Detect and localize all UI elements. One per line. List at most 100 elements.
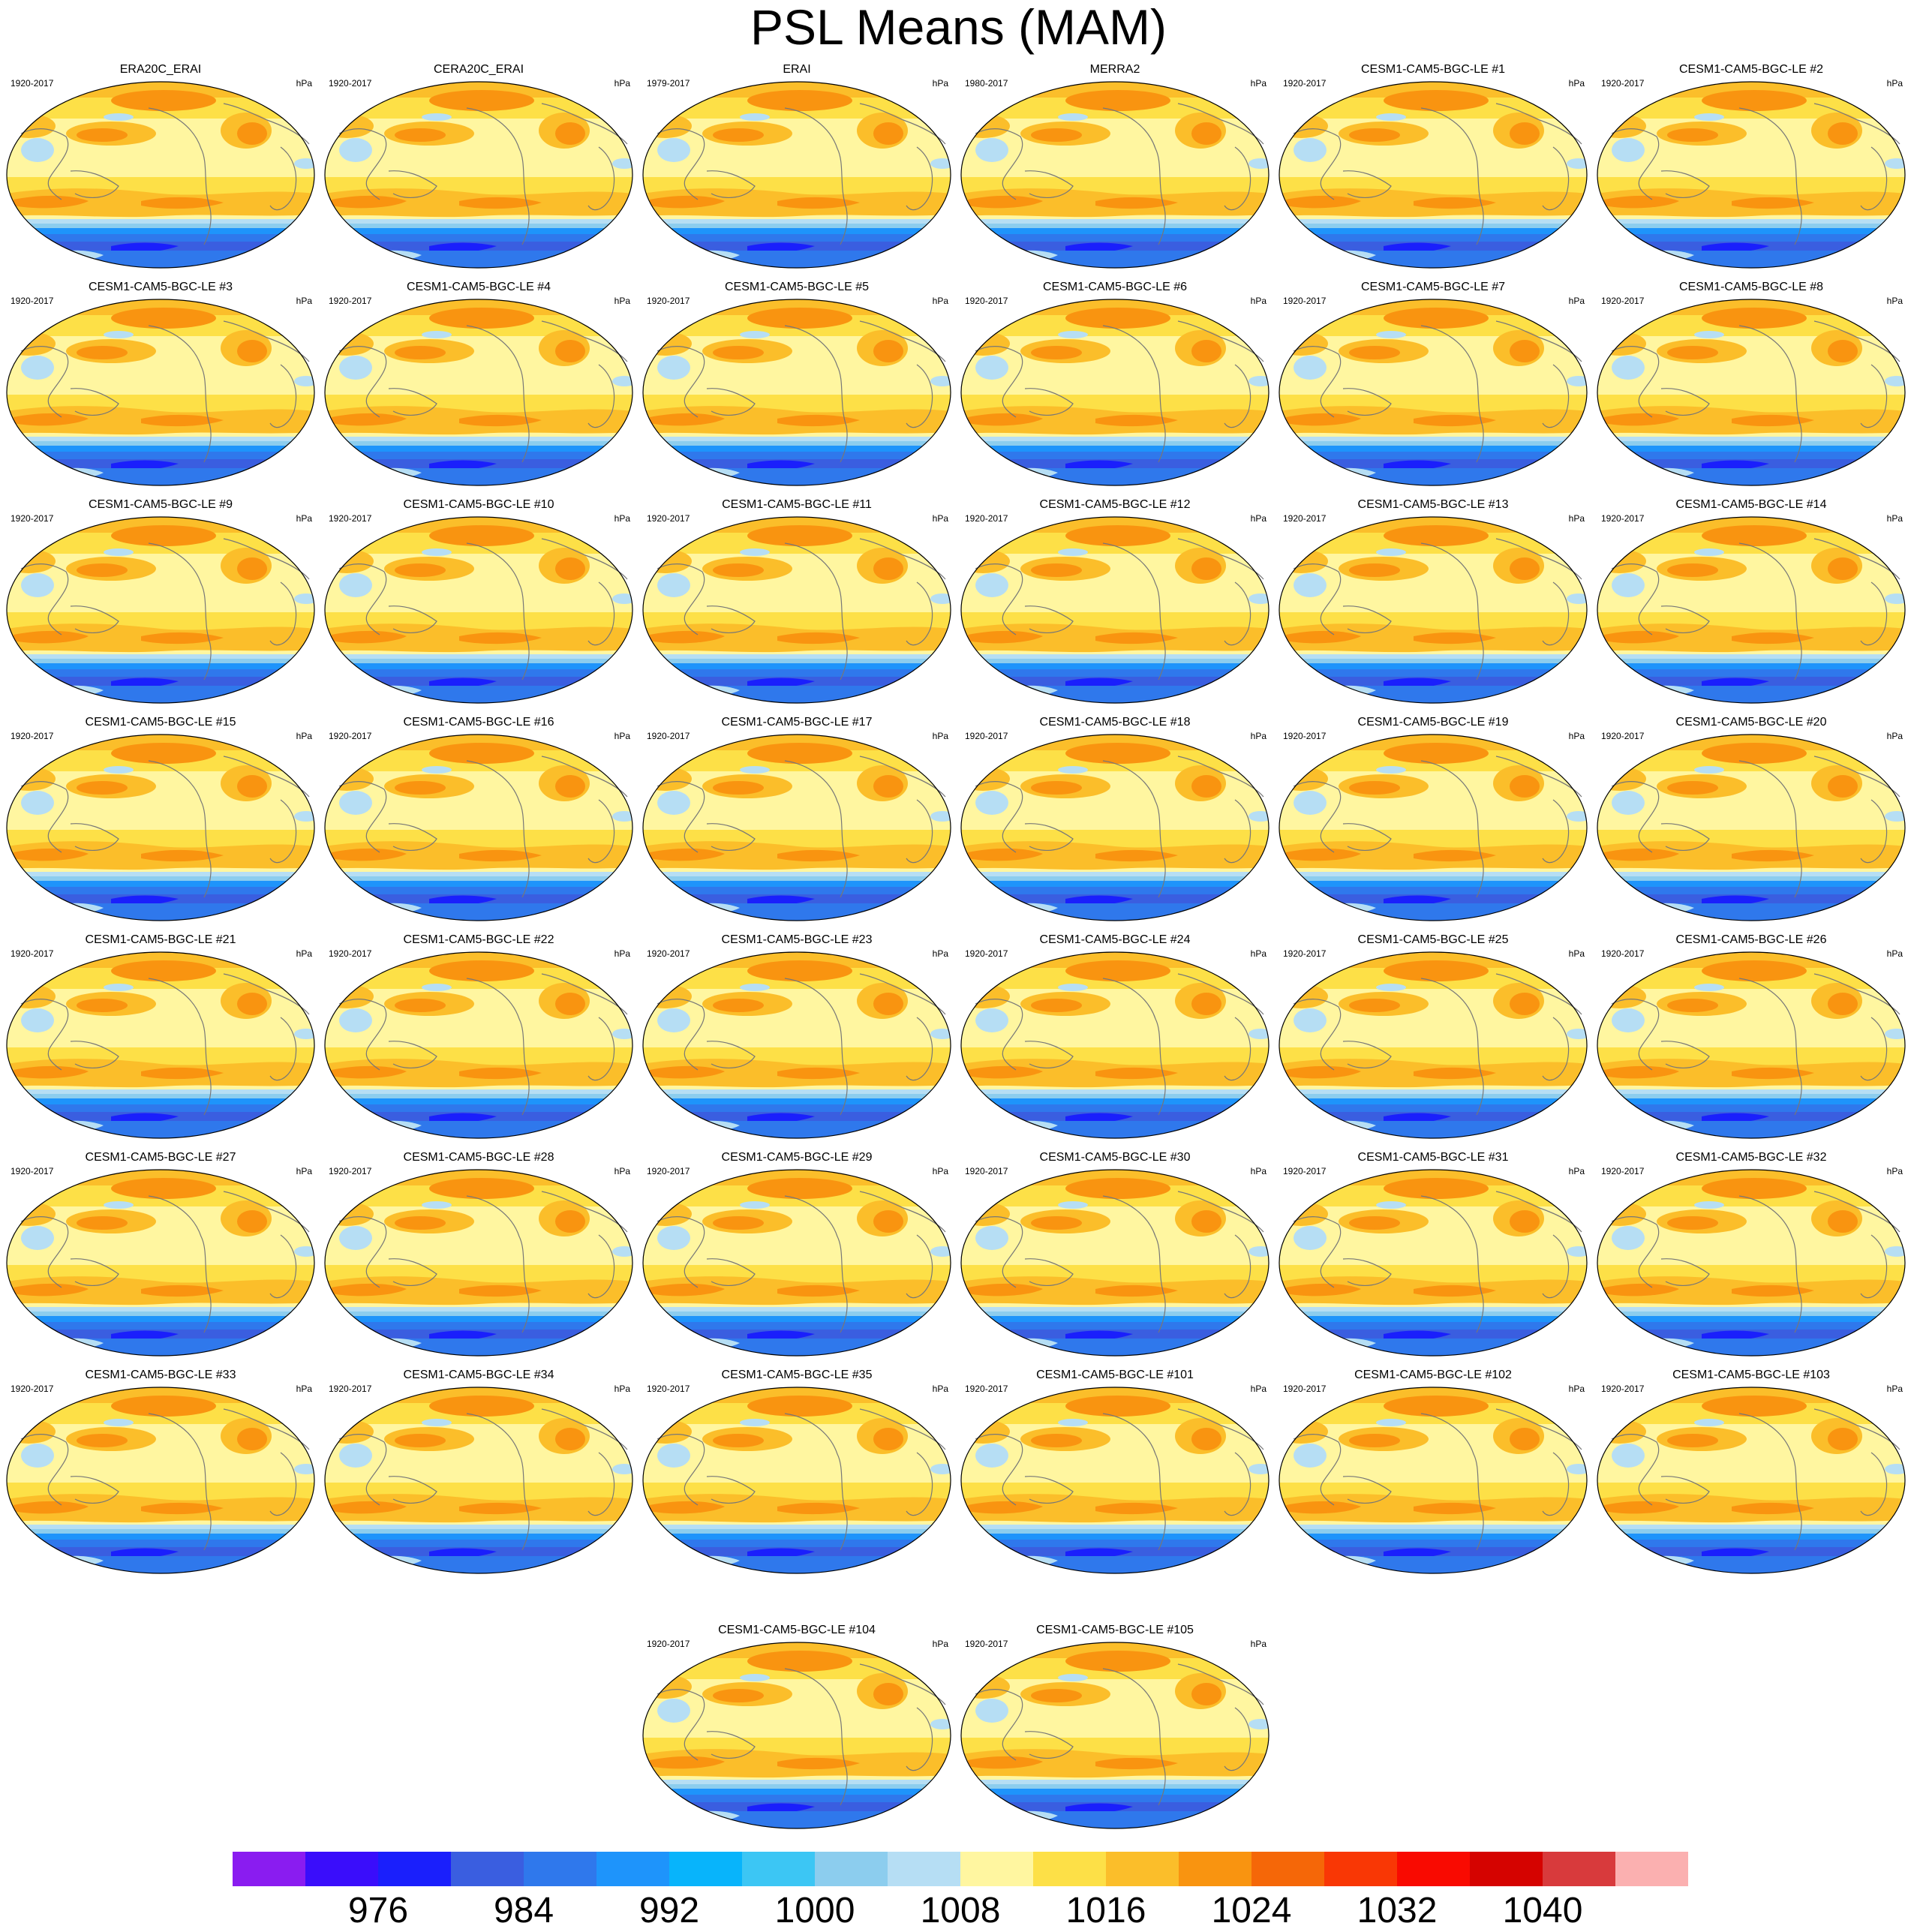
panel-years: 1920-2017 [965,1384,1008,1394]
panel-units: hPa [1250,1384,1266,1394]
panel-title: CESM1-CAM5-BGC-LE #15 [85,716,236,729]
psl-map [6,516,315,704]
colorbar-swatch [1397,1852,1470,1886]
panel-years: 1920-2017 [647,1384,690,1394]
panel-title: CESM1-CAM5-BGC-LE #2 [1678,63,1824,76]
panel-title: CESM1-CAM5-BGC-LE #13 [1357,498,1509,511]
panel-units: hPa [296,296,312,306]
psl-map [960,1169,1269,1357]
colorbar-tick-label: 976 [347,1891,409,1930]
map-panel: CESM1-CAM5-BGC-LE #27 1920-2017 hPa [3,1143,318,1361]
psl-map [642,1642,951,1829]
panel-units: hPa [1568,731,1585,741]
colorbar-swatch [815,1852,888,1886]
map-panel: CESM1-CAM5-BGC-LE #104 1920-2017 hPa [639,1616,954,1834]
map-panel: ERAI 1979-2017 hPa [639,56,954,273]
panel-units: hPa [932,731,948,741]
panel-years: 1920-2017 [647,1166,690,1176]
psl-map [642,516,951,704]
panel-years: 1920-2017 [647,1639,690,1649]
panel-title: CESM1-CAM5-BGC-LE #10 [403,498,554,511]
map-panel: CESM1-CAM5-BGC-LE #8 1920-2017 hPa [1594,273,1909,491]
panel-years: 1920-2017 [965,1166,1008,1176]
psl-map [960,734,1269,921]
map-panel: CESM1-CAM5-BGC-LE #4 1920-2017 hPa [321,273,636,491]
map-panel: CESM1-CAM5-BGC-LE #15 1920-2017 hPa [3,708,318,926]
psl-map [960,81,1269,269]
panel-units: hPa [614,296,630,306]
map-panel: CESM1-CAM5-BGC-LE #35 1920-2017 hPa [639,1361,954,1579]
panel-units: hPa [1568,513,1585,524]
colorbar-swatch [451,1852,524,1886]
panel-years: 1920-2017 [1283,1384,1327,1394]
panel-title: CESM1-CAM5-BGC-LE #12 [1039,498,1191,511]
colorbar-tick-label: 1040 [1502,1891,1583,1930]
psl-map [1597,1387,1906,1574]
map-panel: CESM1-CAM5-BGC-LE #28 1920-2017 hPa [321,1143,636,1361]
psl-map [1597,951,1906,1139]
panel-title: CESM1-CAM5-BGC-LE #24 [1039,933,1191,946]
map-panel: CESM1-CAM5-BGC-LE #29 1920-2017 hPa [639,1143,954,1361]
map-panel: CESM1-CAM5-BGC-LE #20 1920-2017 hPa [1594,708,1909,926]
map-panel: CESM1-CAM5-BGC-LE #24 1920-2017 hPa [957,926,1272,1143]
psl-map [642,734,951,921]
colorbar-swatch [1251,1852,1324,1886]
panel-units: hPa [1886,948,1903,959]
colorbar-swatch [888,1852,960,1886]
map-panel: CESM1-CAM5-BGC-LE #13 1920-2017 hPa [1275,491,1591,708]
colorbar-swatch [1179,1852,1251,1886]
panel-title: CESM1-CAM5-BGC-LE #19 [1357,716,1509,729]
panel-title: CESM1-CAM5-BGC-LE #11 [722,498,872,511]
panel-units: hPa [614,1166,630,1176]
map-panel: CESM1-CAM5-BGC-LE #19 1920-2017 hPa [1275,708,1591,926]
panel-years: 1920-2017 [1601,948,1645,959]
panel-title: ERAI [783,63,811,76]
map-panel: CESM1-CAM5-BGC-LE #26 1920-2017 hPa [1594,926,1909,1143]
psl-map [1279,516,1588,704]
map-panel: CESM1-CAM5-BGC-LE #14 1920-2017 hPa [1594,491,1909,708]
psl-map [1279,1387,1588,1574]
panel-units: hPa [1886,1384,1903,1394]
panel-title: CESM1-CAM5-BGC-LE #9 [88,498,233,511]
panel-title: CESM1-CAM5-BGC-LE #30 [1039,1151,1191,1164]
psl-map [1597,734,1906,921]
panel-title: CESM1-CAM5-BGC-LE #102 [1354,1369,1512,1381]
colorbar-swatch [596,1852,669,1886]
colorbar-swatch [378,1852,451,1886]
panel-years: 1920-2017 [329,731,372,741]
map-panel: CESM1-CAM5-BGC-LE #30 1920-2017 hPa [957,1143,1272,1361]
psl-map [324,1169,633,1357]
panel-years: 1920-2017 [11,296,54,306]
panel-years: 1920-2017 [1283,513,1327,524]
map-panel: CESM1-CAM5-BGC-LE #11 1920-2017 hPa [639,491,954,708]
panel-years: 1920-2017 [329,296,372,306]
panel-units: hPa [296,513,312,524]
panel-title: CESM1-CAM5-BGC-LE #33 [85,1369,236,1381]
panel-units: hPa [1568,1384,1585,1394]
panel-years: 1920-2017 [965,296,1008,306]
psl-map [642,81,951,269]
map-panel: CESM1-CAM5-BGC-LE #3 1920-2017 hPa [3,273,318,491]
psl-map [1279,81,1588,269]
panel-title: CESM1-CAM5-BGC-LE #105 [1036,1624,1194,1636]
panel-years: 1920-2017 [11,513,54,524]
panel-years: 1920-2017 [965,731,1008,741]
map-panel: CESM1-CAM5-BGC-LE #34 1920-2017 hPa [321,1361,636,1579]
panel-title: CESM1-CAM5-BGC-LE #17 [721,716,873,729]
colorbar-tick-label: 1032 [1357,1891,1438,1930]
panel-title: CESM1-CAM5-BGC-LE #28 [403,1151,554,1164]
panel-years: 1920-2017 [1283,78,1327,89]
map-panel: CESM1-CAM5-BGC-LE #6 1920-2017 hPa [957,273,1272,491]
panel-units: hPa [1250,513,1266,524]
map-panel: CESM1-CAM5-BGC-LE #22 1920-2017 hPa [321,926,636,1143]
psl-map [960,951,1269,1139]
main-title: PSL Means (MAM) [750,0,1167,55]
colorbar-tick-label: 1024 [1211,1891,1292,1930]
panel-years: 1920-2017 [965,513,1008,524]
psl-map [1279,1169,1588,1357]
panel-years: 1920-2017 [11,1166,54,1176]
map-panel: CESM1-CAM5-BGC-LE #33 1920-2017 hPa [3,1361,318,1579]
panel-units: hPa [296,1384,312,1394]
panel-years: 1920-2017 [329,513,372,524]
psl-map [642,1169,951,1357]
